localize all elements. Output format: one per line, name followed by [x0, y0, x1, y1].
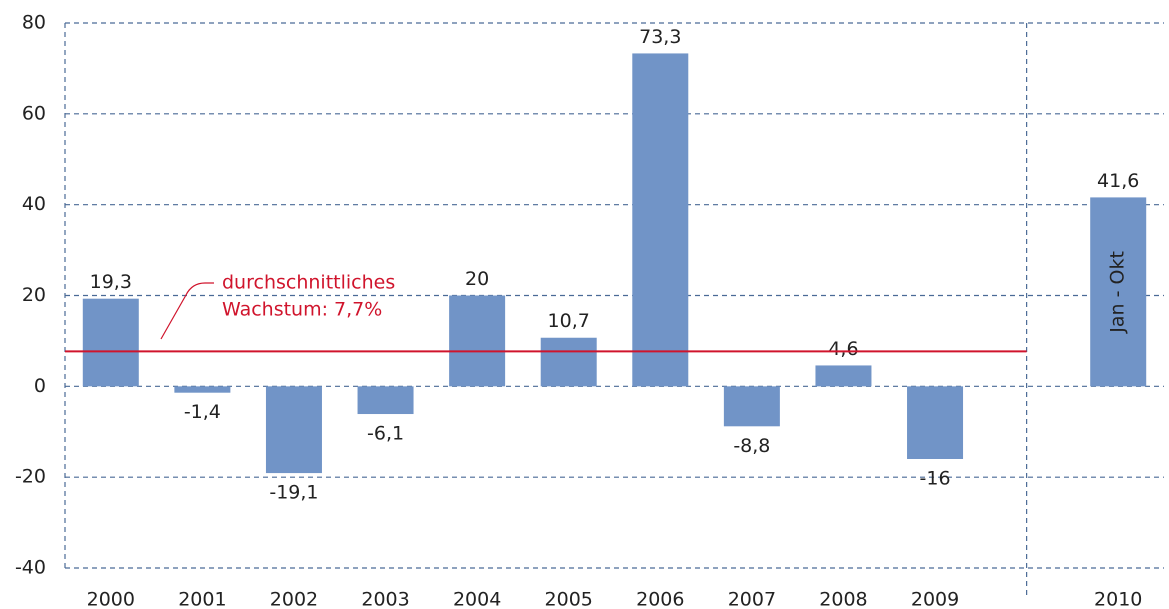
bar-annotation: Jan - Okt: [1107, 251, 1129, 334]
x-tick-label: 2001: [178, 589, 226, 609]
data-label: 41,6: [1097, 170, 1139, 192]
bar: [1090, 197, 1147, 387]
bar: [723, 386, 780, 427]
data-label: -8,8: [733, 435, 770, 457]
data-label: -16: [920, 468, 951, 490]
y-tick-label: -40: [15, 557, 46, 579]
bar: [449, 295, 506, 387]
data-label: -6,1: [367, 423, 404, 445]
x-tick-label: 2009: [911, 589, 959, 609]
data-label: 20: [465, 268, 489, 290]
y-tick-label: 80: [22, 12, 46, 34]
x-tick-label: 2003: [361, 589, 409, 609]
bar: [265, 386, 322, 474]
data-label: -1,4: [184, 401, 221, 423]
x-tick-label: 2005: [545, 589, 593, 609]
bar: [540, 337, 597, 387]
y-tick-label: 60: [22, 102, 46, 124]
data-label: 4,6: [828, 338, 858, 360]
y-tick-label: 20: [22, 284, 46, 306]
average-label: durchschnittliches: [222, 272, 395, 294]
x-tick-label: 2007: [728, 589, 776, 609]
data-label: 73,3: [639, 26, 681, 48]
average-label: Wachstum: 7,7%: [222, 299, 382, 321]
bar: [174, 386, 231, 393]
y-tick-label: -20: [15, 466, 46, 488]
leader-line: [160, 282, 214, 340]
bar: [82, 298, 139, 387]
data-label: 10,7: [548, 310, 590, 332]
x-tick-label: 2004: [453, 589, 501, 609]
bar: [907, 386, 964, 459]
x-tick-label: 2000: [87, 589, 135, 609]
y-tick-label: 40: [22, 193, 46, 215]
x-tick-label: 2006: [636, 589, 684, 609]
x-tick-label: 2010: [1094, 589, 1142, 609]
x-tick-label: 2008: [819, 589, 867, 609]
bar: [357, 386, 414, 415]
data-label: -19,1: [269, 482, 318, 504]
x-tick-label: 2002: [270, 589, 318, 609]
bar: [632, 53, 689, 387]
data-label: 19,3: [90, 271, 132, 293]
bar: [815, 365, 872, 387]
y-tick-label: 0: [34, 375, 46, 397]
